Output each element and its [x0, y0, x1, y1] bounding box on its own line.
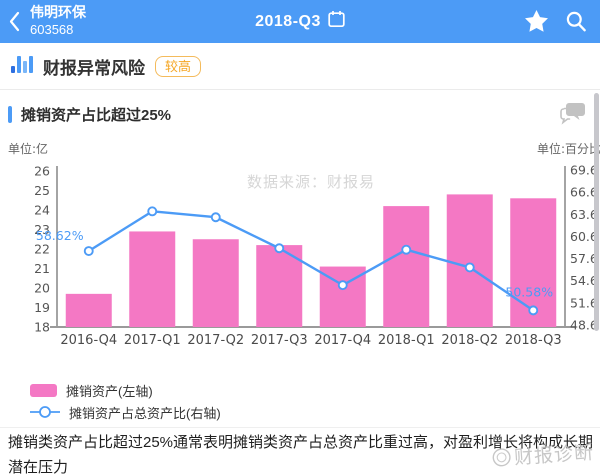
stamp-text: 财报诊断: [513, 441, 595, 469]
bar-series-swatch: [30, 383, 57, 397]
svg-text:2018-Q3: 2018-Q3: [505, 333, 562, 348]
right-axis-unit: 单位:百分比: [537, 141, 600, 156]
marker-2017-Q4: [337, 280, 348, 291]
divider: [0, 427, 600, 428]
bar-2018-Q1: [383, 206, 430, 327]
svg-text:2018-Q2: 2018-Q2: [441, 333, 498, 348]
stock-info[interactable]: 伟明环保 603568: [30, 4, 86, 38]
bar-2017-Q2: [192, 239, 239, 327]
svg-text:48.6: 48.6: [570, 318, 598, 333]
period-selector[interactable]: 2018-Q3: [0, 0, 600, 43]
marker-2017-Q1: [147, 206, 158, 217]
marker-2017-Q2: [210, 212, 221, 223]
svg-text:60.6: 60.6: [570, 229, 598, 244]
marker-2018-Q3: [528, 305, 539, 316]
search-icon[interactable]: [566, 11, 586, 37]
top-navigation-bar: 伟明环保 603568 2018-Q3: [0, 0, 600, 43]
scrollbar-thumb[interactable]: [594, 93, 599, 331]
accent-bar: [8, 105, 12, 123]
alert-title: 摊销资产占比超过25%: [21, 106, 172, 124]
line-series-marker: [30, 405, 60, 419]
svg-text:21: 21: [34, 261, 50, 276]
bar-2016-Q4: [65, 293, 112, 327]
svg-text:2017-Q1: 2017-Q1: [124, 333, 181, 348]
svg-text:57.6: 57.6: [570, 251, 598, 266]
chart-source-watermark: 数据来源：财报易: [247, 173, 375, 191]
legend-label: 摊销资产占总资产比(右轴): [69, 405, 221, 421]
svg-text:18: 18: [34, 320, 50, 335]
legend-label: 摊销资产(左轴): [66, 383, 153, 399]
svg-text:63.6: 63.6: [570, 207, 598, 222]
svg-text:20: 20: [34, 281, 50, 296]
comment-bubbles-icon[interactable]: [560, 100, 587, 131]
risk-title: 财报异常风险: [43, 58, 145, 78]
point-label: 50.58%: [505, 284, 553, 299]
svg-text:2017-Q4: 2017-Q4: [314, 333, 371, 348]
stamp-seal-icon: [492, 448, 511, 467]
svg-text:2017-Q2: 2017-Q2: [187, 333, 244, 348]
svg-text:26: 26: [34, 164, 50, 179]
svg-text:23: 23: [34, 222, 50, 237]
svg-text:2018-Q1: 2018-Q1: [378, 333, 435, 348]
marker-2016-Q4: [83, 246, 94, 256]
stock-code: 603568: [30, 22, 74, 37]
favorite-star-icon[interactable]: [525, 10, 548, 37]
marker-2017-Q3: [274, 243, 285, 254]
legend-item-line: 摊销资产占总资产比(右轴): [30, 401, 221, 423]
bar-2017-Q1: [129, 231, 176, 327]
risk-description: 摊销类资产占比超过25%通常表明摊销类资产占总资产比重过高，对盈利增长将构成长期…: [8, 434, 594, 476]
bar-2018-Q2: [446, 194, 493, 327]
bar-2017-Q3: [256, 245, 303, 327]
chart-legend: 摊销资产(左轴) 摊销资产占总资产比(右轴): [30, 379, 221, 423]
bar-chart-icon: [11, 54, 33, 78]
left-axis-unit: 单位:亿: [8, 141, 48, 156]
calendar-icon: [328, 10, 345, 33]
risk-level-badge: 较高: [155, 55, 202, 77]
marker-2018-Q1: [401, 244, 412, 255]
point-label: 58.62%: [36, 228, 84, 243]
app-watermark: 财报诊断: [491, 437, 595, 471]
svg-text:66.6: 66.6: [570, 185, 598, 200]
svg-text:2016-Q4: 2016-Q4: [60, 333, 117, 348]
legend-item-bar: 摊销资产(左轴): [30, 379, 221, 401]
svg-text:22: 22: [34, 242, 50, 257]
svg-text:69.6: 69.6: [570, 163, 598, 178]
period-label: 2018-Q3: [255, 12, 321, 30]
svg-text:51.6: 51.6: [570, 295, 598, 310]
svg-text:54.6: 54.6: [570, 273, 598, 288]
svg-text:19: 19: [34, 300, 50, 315]
svg-text:25: 25: [34, 183, 50, 198]
marker-2018-Q2: [464, 262, 475, 273]
alert-header: 摊销资产占比超过25%: [0, 90, 600, 138]
stock-name: 伟明环保: [30, 4, 86, 20]
chart-area: 单位:亿 单位:百分比数据来源：财报易 26 25 24 23 22 21 20 19 18 69.6…: [0, 140, 600, 372]
svg-text:24: 24: [34, 203, 50, 218]
risk-section-header: 财报异常风险 较高: [0, 43, 600, 90]
svg-text:2017-Q3: 2017-Q3: [251, 333, 308, 348]
back-icon[interactable]: [9, 11, 20, 37]
